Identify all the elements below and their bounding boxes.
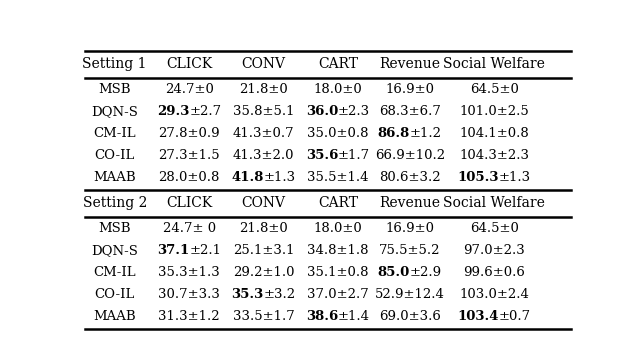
Text: DQN-S: DQN-S xyxy=(92,105,138,118)
Text: 68.3±6.7: 68.3±6.7 xyxy=(379,105,441,118)
Text: ±2.1: ±2.1 xyxy=(189,244,221,257)
Text: Social Welfare: Social Welfare xyxy=(444,57,545,71)
Text: 35.3±1.3: 35.3±1.3 xyxy=(158,266,220,279)
Text: CONV: CONV xyxy=(241,196,285,210)
Text: 30.7±3.3: 30.7±3.3 xyxy=(158,288,220,301)
Text: MSB: MSB xyxy=(99,83,131,96)
Text: CART: CART xyxy=(318,196,358,210)
Text: 24.7±0: 24.7±0 xyxy=(164,83,214,96)
Text: MSB: MSB xyxy=(99,222,131,235)
Text: 104.3±2.3: 104.3±2.3 xyxy=(459,149,529,162)
Text: 64.5±0: 64.5±0 xyxy=(470,83,518,96)
Text: 69.0±3.6: 69.0±3.6 xyxy=(379,310,441,323)
Text: 18.0±0: 18.0±0 xyxy=(314,222,362,235)
Text: 85.0: 85.0 xyxy=(378,266,410,279)
Text: 97.0±2.3: 97.0±2.3 xyxy=(463,244,525,257)
Text: CO-IL: CO-IL xyxy=(95,149,135,162)
Text: 103.0±2.4: 103.0±2.4 xyxy=(460,288,529,301)
Text: 38.6: 38.6 xyxy=(306,310,338,323)
Text: MAAB: MAAB xyxy=(93,310,136,323)
Text: ±1.2: ±1.2 xyxy=(410,127,442,140)
Text: 28.0±0.8: 28.0±0.8 xyxy=(159,171,220,184)
Text: ±2.3: ±2.3 xyxy=(338,105,370,118)
Text: 41.3±2.0: 41.3±2.0 xyxy=(233,149,294,162)
Text: ±0.7: ±0.7 xyxy=(499,310,531,323)
Text: 25.1±3.1: 25.1±3.1 xyxy=(233,244,294,257)
Text: CM-IL: CM-IL xyxy=(93,127,136,140)
Text: 27.3±1.5: 27.3±1.5 xyxy=(158,149,220,162)
Text: 35.5±1.4: 35.5±1.4 xyxy=(307,171,369,184)
Text: CONV: CONV xyxy=(241,57,285,71)
Text: 41.8: 41.8 xyxy=(231,171,264,184)
Text: CM-IL: CM-IL xyxy=(93,266,136,279)
Text: Setting 2: Setting 2 xyxy=(83,196,147,210)
Text: 35.6: 35.6 xyxy=(306,149,338,162)
Text: 35.1±0.8: 35.1±0.8 xyxy=(307,266,369,279)
Text: ±1.3: ±1.3 xyxy=(264,171,296,184)
Text: 104.1±0.8: 104.1±0.8 xyxy=(460,127,529,140)
Text: 18.0±0: 18.0±0 xyxy=(314,83,362,96)
Text: 33.5±1.7: 33.5±1.7 xyxy=(233,310,294,323)
Text: 35.8±5.1: 35.8±5.1 xyxy=(233,105,294,118)
Text: 64.5±0: 64.5±0 xyxy=(470,222,518,235)
Text: 99.6±0.6: 99.6±0.6 xyxy=(463,266,525,279)
Text: Revenue: Revenue xyxy=(380,196,440,210)
Text: 75.5±5.2: 75.5±5.2 xyxy=(379,244,440,257)
Text: 35.3: 35.3 xyxy=(231,288,264,301)
Text: 101.0±2.5: 101.0±2.5 xyxy=(460,105,529,118)
Text: 103.4: 103.4 xyxy=(458,310,499,323)
Text: 66.9±10.2: 66.9±10.2 xyxy=(375,149,445,162)
Text: 29.2±1.0: 29.2±1.0 xyxy=(233,266,294,279)
Text: 16.9±0: 16.9±0 xyxy=(385,222,435,235)
Text: ±2.7: ±2.7 xyxy=(189,105,221,118)
Text: ±3.2: ±3.2 xyxy=(264,288,296,301)
Text: 52.9±12.4: 52.9±12.4 xyxy=(375,288,445,301)
Text: 29.3: 29.3 xyxy=(157,105,189,118)
Text: ±1.7: ±1.7 xyxy=(338,149,370,162)
Text: 35.0±0.8: 35.0±0.8 xyxy=(307,127,369,140)
Text: Social Welfare: Social Welfare xyxy=(444,196,545,210)
Text: 41.3±0.7: 41.3±0.7 xyxy=(233,127,294,140)
Text: CO-IL: CO-IL xyxy=(95,288,135,301)
Text: DQN-S: DQN-S xyxy=(92,244,138,257)
Text: MAAB: MAAB xyxy=(93,171,136,184)
Text: 36.0: 36.0 xyxy=(306,105,338,118)
Text: 21.8±0: 21.8±0 xyxy=(239,222,288,235)
Text: 34.8±1.8: 34.8±1.8 xyxy=(307,244,369,257)
Text: 37.1: 37.1 xyxy=(157,244,189,257)
Text: ±1.3: ±1.3 xyxy=(499,171,531,184)
Text: 27.8±0.9: 27.8±0.9 xyxy=(158,127,220,140)
Text: CART: CART xyxy=(318,57,358,71)
Text: 21.8±0: 21.8±0 xyxy=(239,83,288,96)
Text: 86.8: 86.8 xyxy=(378,127,410,140)
Text: ±2.9: ±2.9 xyxy=(410,266,442,279)
Text: ±1.4: ±1.4 xyxy=(338,310,370,323)
Text: 16.9±0: 16.9±0 xyxy=(385,83,435,96)
Text: 37.0±2.7: 37.0±2.7 xyxy=(307,288,369,301)
Text: CLICK: CLICK xyxy=(166,57,212,71)
Text: 24.7± 0: 24.7± 0 xyxy=(163,222,216,235)
Text: Setting 1: Setting 1 xyxy=(83,57,147,71)
Text: 80.6±3.2: 80.6±3.2 xyxy=(379,171,441,184)
Text: 105.3: 105.3 xyxy=(458,171,499,184)
Text: CLICK: CLICK xyxy=(166,196,212,210)
Text: 31.3±1.2: 31.3±1.2 xyxy=(158,310,220,323)
Text: Revenue: Revenue xyxy=(380,57,440,71)
